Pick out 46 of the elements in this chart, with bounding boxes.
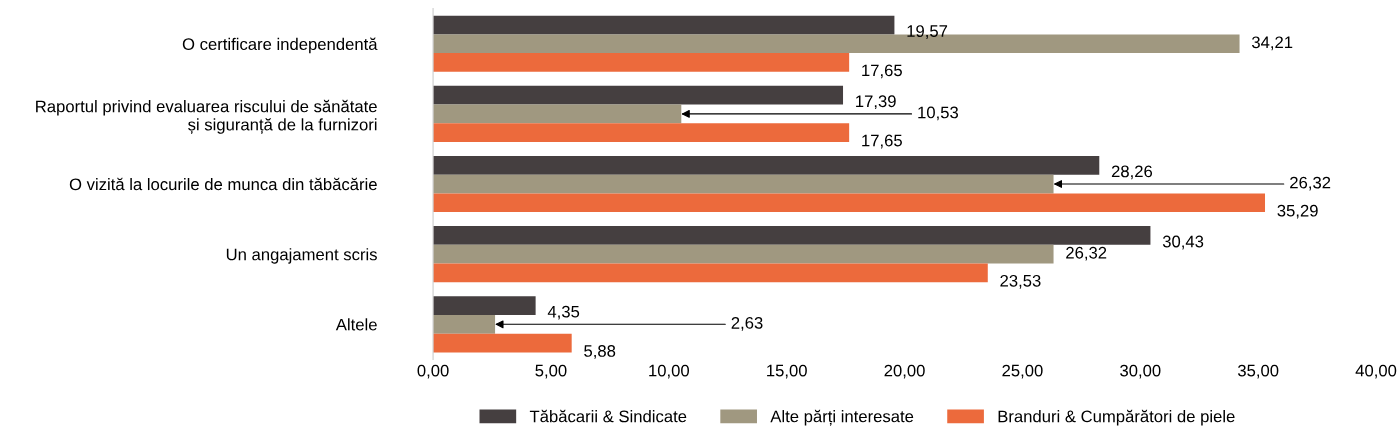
data-label: 17,65 — [862, 64, 902, 79]
data-label: 5,88 — [584, 345, 616, 359]
x-tick-label: 35,00 — [1237, 364, 1279, 379]
data-label: 26,32 — [1066, 246, 1107, 261]
x-tick-label: 40,00 — [1355, 364, 1397, 379]
x-tick-label: 30,00 — [1120, 364, 1161, 379]
bar — [433, 314, 496, 334]
legend-label: Tăbăcarii & Sindicate — [529, 409, 687, 423]
bar — [433, 174, 1054, 194]
x-tick-label: 5,00 — [535, 364, 567, 379]
annotation: 26,32 — [1290, 176, 1331, 191]
bar — [433, 15, 895, 35]
y-tick-label: Raportul privind evaluarea riscului de sănătate și siguranță de la furnizori — [36, 99, 377, 134]
data-label: 4,35 — [547, 305, 580, 320]
y-tick-label: Altele — [335, 318, 377, 331]
bar — [433, 193, 1266, 213]
bar — [433, 244, 1054, 264]
data-label: 17,39 — [856, 95, 896, 110]
y-tick-label: O vizită la locurile de munca din tăbăcărie — [69, 177, 377, 191]
bar — [433, 123, 850, 142]
bar — [433, 226, 1151, 245]
bar — [433, 296, 536, 315]
x-tick-label: 15,00 — [767, 364, 807, 379]
bar — [433, 53, 850, 72]
data-label: 23,53 — [1000, 274, 1041, 289]
data-label: 19,57 — [907, 25, 948, 39]
bar — [433, 155, 1100, 175]
bar — [433, 104, 682, 124]
data-label: 17,65 — [862, 134, 902, 149]
legend-label: Branduri & Cumpărători de piele — [998, 409, 1235, 426]
x-tick-label: 10,00 — [649, 364, 690, 379]
y-tick-label: O certificare independentă — [182, 37, 378, 54]
x-tick-label: 20,00 — [884, 364, 925, 379]
legend-label: Alte părți interesate — [770, 409, 914, 426]
x-tick-label: 0,00 — [417, 364, 449, 379]
annotation: 10,53 — [918, 106, 959, 121]
bar — [433, 85, 844, 105]
y-tick-label: Un angajament scris — [226, 248, 377, 264]
annotation: 2,63 — [731, 316, 763, 331]
bar — [433, 263, 988, 283]
data-label: 35,29 — [1277, 204, 1318, 219]
data-label: 34,21 — [1251, 36, 1293, 51]
data-label: 28,26 — [1111, 165, 1153, 180]
data-label: 30,43 — [1162, 235, 1204, 250]
x-tick-label: 25,00 — [1002, 364, 1043, 379]
bar — [433, 333, 572, 353]
